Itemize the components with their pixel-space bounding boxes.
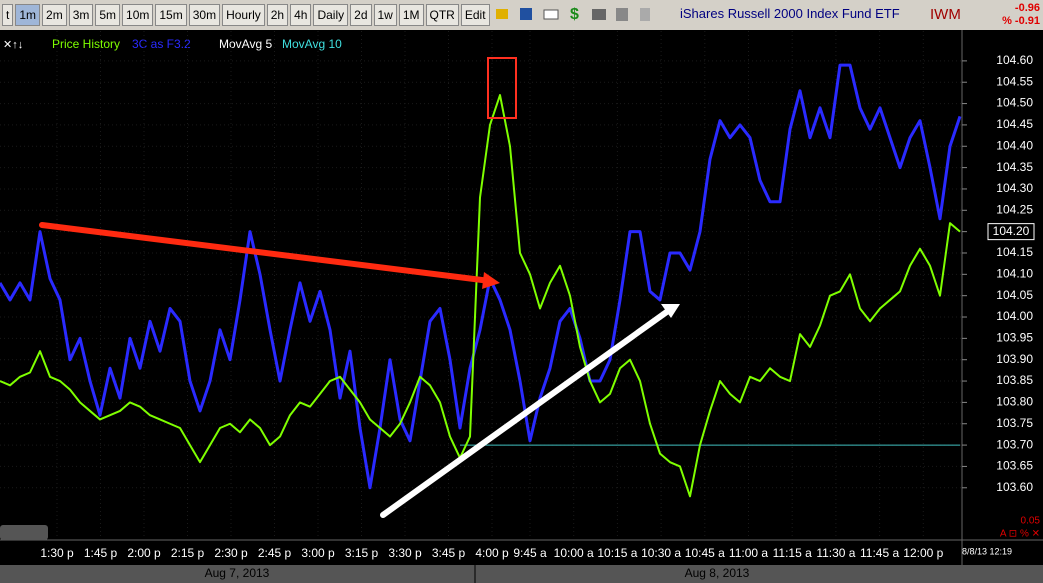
y-tick-label: 103.75	[996, 416, 1033, 430]
scale-note: 0.05	[1021, 516, 1041, 527]
x-tick-label: 11:15 a	[773, 546, 812, 560]
scale-buttons: A ⊡ % ✕	[1000, 529, 1040, 540]
x-tick-label: 10:15 a	[597, 546, 637, 560]
price-line	[0, 94, 961, 498]
highlight-box	[487, 57, 517, 119]
timeframe-button[interactable]: Hourly	[222, 4, 265, 26]
red-arrow	[39, 222, 493, 284]
tool-icons[interactable]: $	[490, 4, 660, 27]
timestamp: 8/8/13 12:19	[962, 546, 1012, 556]
y-tick-label: 104.45	[996, 117, 1033, 131]
y-tick-label: 103.70	[996, 437, 1033, 451]
y-tick-label: 103.90	[996, 352, 1033, 366]
legend-entry: Price History	[52, 37, 120, 51]
timeframe-button[interactable]: 1M	[398, 4, 424, 26]
timeframe-button[interactable]: 10m	[122, 4, 154, 26]
x-tick-label: 9:45 a	[513, 546, 547, 560]
x-tick-label: 1:30 p	[40, 546, 74, 560]
y-tick-label: 103.85	[996, 373, 1033, 387]
timeframe-button[interactable]: 2d	[350, 4, 372, 26]
y-tick-label: 103.80	[996, 395, 1033, 409]
timeframe-button[interactable]: 3m	[68, 4, 94, 26]
date-bar	[0, 565, 1043, 583]
change-value: % -0.91	[1002, 15, 1040, 27]
y-tick-label: 104.05	[996, 288, 1033, 302]
x-tick-label: 3:15 p	[345, 546, 379, 560]
x-tick-label: 10:45 a	[685, 546, 725, 560]
timeframe-button[interactable]: 1m	[15, 4, 41, 26]
legend-entry: MovAvg 5	[219, 37, 272, 51]
white-arrow	[380, 308, 671, 518]
x-tick-label: 2:15 p	[171, 546, 205, 560]
x-tick-label: 3:45 p	[432, 546, 466, 560]
timeframe-button[interactable]: 2m	[42, 4, 67, 26]
session-date: Aug 7, 2013	[205, 566, 270, 580]
last-price-label: 104.20	[993, 224, 1030, 238]
x-tick-label: 2:30 p	[214, 546, 248, 560]
x-tick-label: 2:45 p	[258, 546, 292, 560]
y-tick-label: 104.50	[996, 96, 1033, 110]
toolbar: t 1m 2m 3m 5m 10m 15m 30m Hourly 2h 4h Daily 2d 1w 1M Q…	[0, 0, 1043, 30]
y-tick-label: 104.60	[996, 53, 1033, 67]
y-tick-label: 104.55	[996, 74, 1033, 88]
legend-entry: MovAvg 10	[282, 37, 342, 51]
timeframe-button[interactable]: 2h	[266, 4, 289, 26]
timeframe-button[interactable]: Edit	[460, 4, 490, 26]
last-price-box	[987, 223, 1035, 241]
svg-text:$: $	[570, 6, 579, 23]
timeframe-button[interactable]: Daily	[313, 4, 349, 26]
x-tick-label: 10:30 a	[641, 546, 681, 560]
x-tick-label: 12:00 p	[903, 546, 943, 560]
y-tick-label: 103.95	[996, 331, 1033, 345]
y-tick-label: 104.35	[996, 160, 1033, 174]
y-tick-label: 104.00	[996, 309, 1033, 323]
symbol: IWM	[930, 6, 961, 23]
timeframe-button[interactable]: QTR	[425, 4, 459, 26]
y-tick-label: 103.65	[996, 459, 1033, 473]
x-tick-label: 4:00 p	[475, 546, 509, 560]
indicator-line	[0, 63, 962, 490]
y-tick-label: 104.30	[996, 181, 1033, 195]
x-tick-label: 3:30 p	[388, 546, 422, 560]
y-tick-label: 104.15	[996, 245, 1033, 259]
timeframe-button[interactable]: t	[2, 4, 14, 26]
y-tick-label: 104.25	[996, 202, 1033, 216]
symbol-title: iShares Russell 2000 Index Fund ETF	[680, 6, 900, 21]
change-value: -0.96	[1014, 2, 1040, 14]
legend-icons: ✕↑↓	[3, 39, 23, 51]
x-tick-label: 11:45 a	[860, 546, 899, 560]
scroll-handle[interactable]	[0, 525, 48, 540]
x-tick-label: 3:00 p	[301, 546, 335, 560]
timeframe-button[interactable]: 5m	[95, 4, 121, 26]
y-tick-label: 103.60	[996, 480, 1033, 494]
x-tick-label: 10:00 a	[554, 546, 594, 560]
y-tick-label: 104.40	[996, 138, 1033, 152]
timeframe-button[interactable]: 1w	[373, 4, 397, 26]
session-date: Aug 8, 2013	[685, 566, 750, 580]
x-tick-label: 11:30 a	[816, 546, 855, 560]
timeframe-button[interactable]: 4h	[290, 4, 312, 26]
x-tick-label: 11:00 a	[729, 546, 768, 560]
x-tick-label: 2:00 p	[127, 546, 161, 560]
white-arrowhead	[661, 304, 680, 318]
timeframe-button[interactable]: 15m	[155, 4, 187, 26]
red-arrowhead	[482, 272, 500, 289]
icons[interactable]: $	[490, 4, 660, 24]
y-tick-label: 104.10	[996, 266, 1033, 280]
x-tick-label: 1:45 p	[84, 546, 118, 560]
legend-entry: 3C as F3.2	[132, 37, 191, 51]
timeframe-button[interactable]: 30m	[188, 4, 221, 26]
